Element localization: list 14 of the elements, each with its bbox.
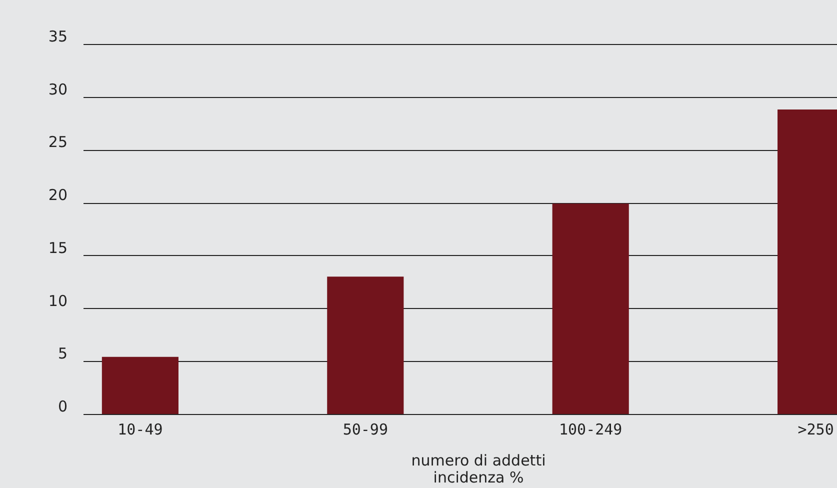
y-tick-label: 15: [48, 238, 68, 257]
x-tick-label: 100-249: [558, 420, 622, 438]
text: incidenza %: [433, 468, 524, 486]
x-tick-label: 10-49: [118, 420, 163, 438]
x-tick-label: >250: [798, 420, 834, 438]
x-tick-label: 50-99: [342, 420, 388, 438]
y-tick-label: 10: [48, 292, 68, 310]
x-axis-title: numero di addetti: [411, 452, 546, 470]
y-tick-label: 25: [48, 133, 68, 152]
y-tick-label: 20: [48, 186, 68, 204]
y-tick-label: 35: [48, 28, 68, 46]
y-tick-label: 0: [58, 398, 68, 416]
y-tick-label: 5: [58, 344, 68, 363]
y-tick-label: 30: [48, 80, 68, 98]
